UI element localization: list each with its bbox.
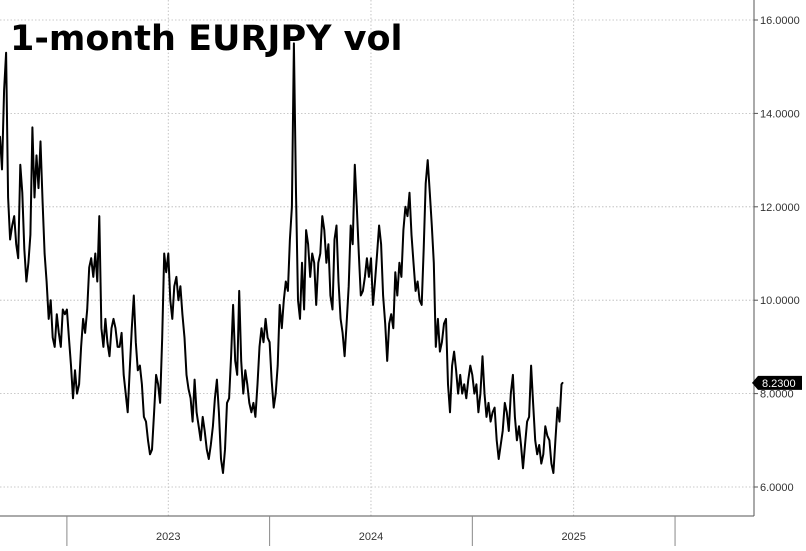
x-axis: 2023 2024 2025 (66, 516, 676, 546)
last-value-label: 8.2300 (762, 378, 796, 390)
x-tick-label: 2024 (359, 531, 383, 543)
last-value-marker: 8.2300 (752, 375, 802, 390)
frame-layer (0, 0, 755, 517)
y-tick-label: 6.0000 (760, 482, 794, 494)
x-tick-label: 2025 (561, 531, 585, 543)
last-value-badge (752, 375, 802, 390)
y-tick-label: 10.0000 (760, 295, 800, 307)
y-tick-label: 14.0000 (760, 108, 800, 120)
series-line (0, 42, 564, 474)
y-tick-label: 12.0000 (760, 202, 800, 214)
chart-title: 1-month EURJPY vol (10, 19, 403, 59)
line-layer (0, 42, 564, 474)
y-tick-label: 16.0000 (760, 15, 800, 27)
y-tick-label: 8.0000 (760, 389, 794, 401)
y-axis: 6.0000 8.0000 10.0000 12.0000 14.0000 16.0000 (754, 15, 800, 494)
x-tick-label: 2023 (156, 531, 180, 543)
